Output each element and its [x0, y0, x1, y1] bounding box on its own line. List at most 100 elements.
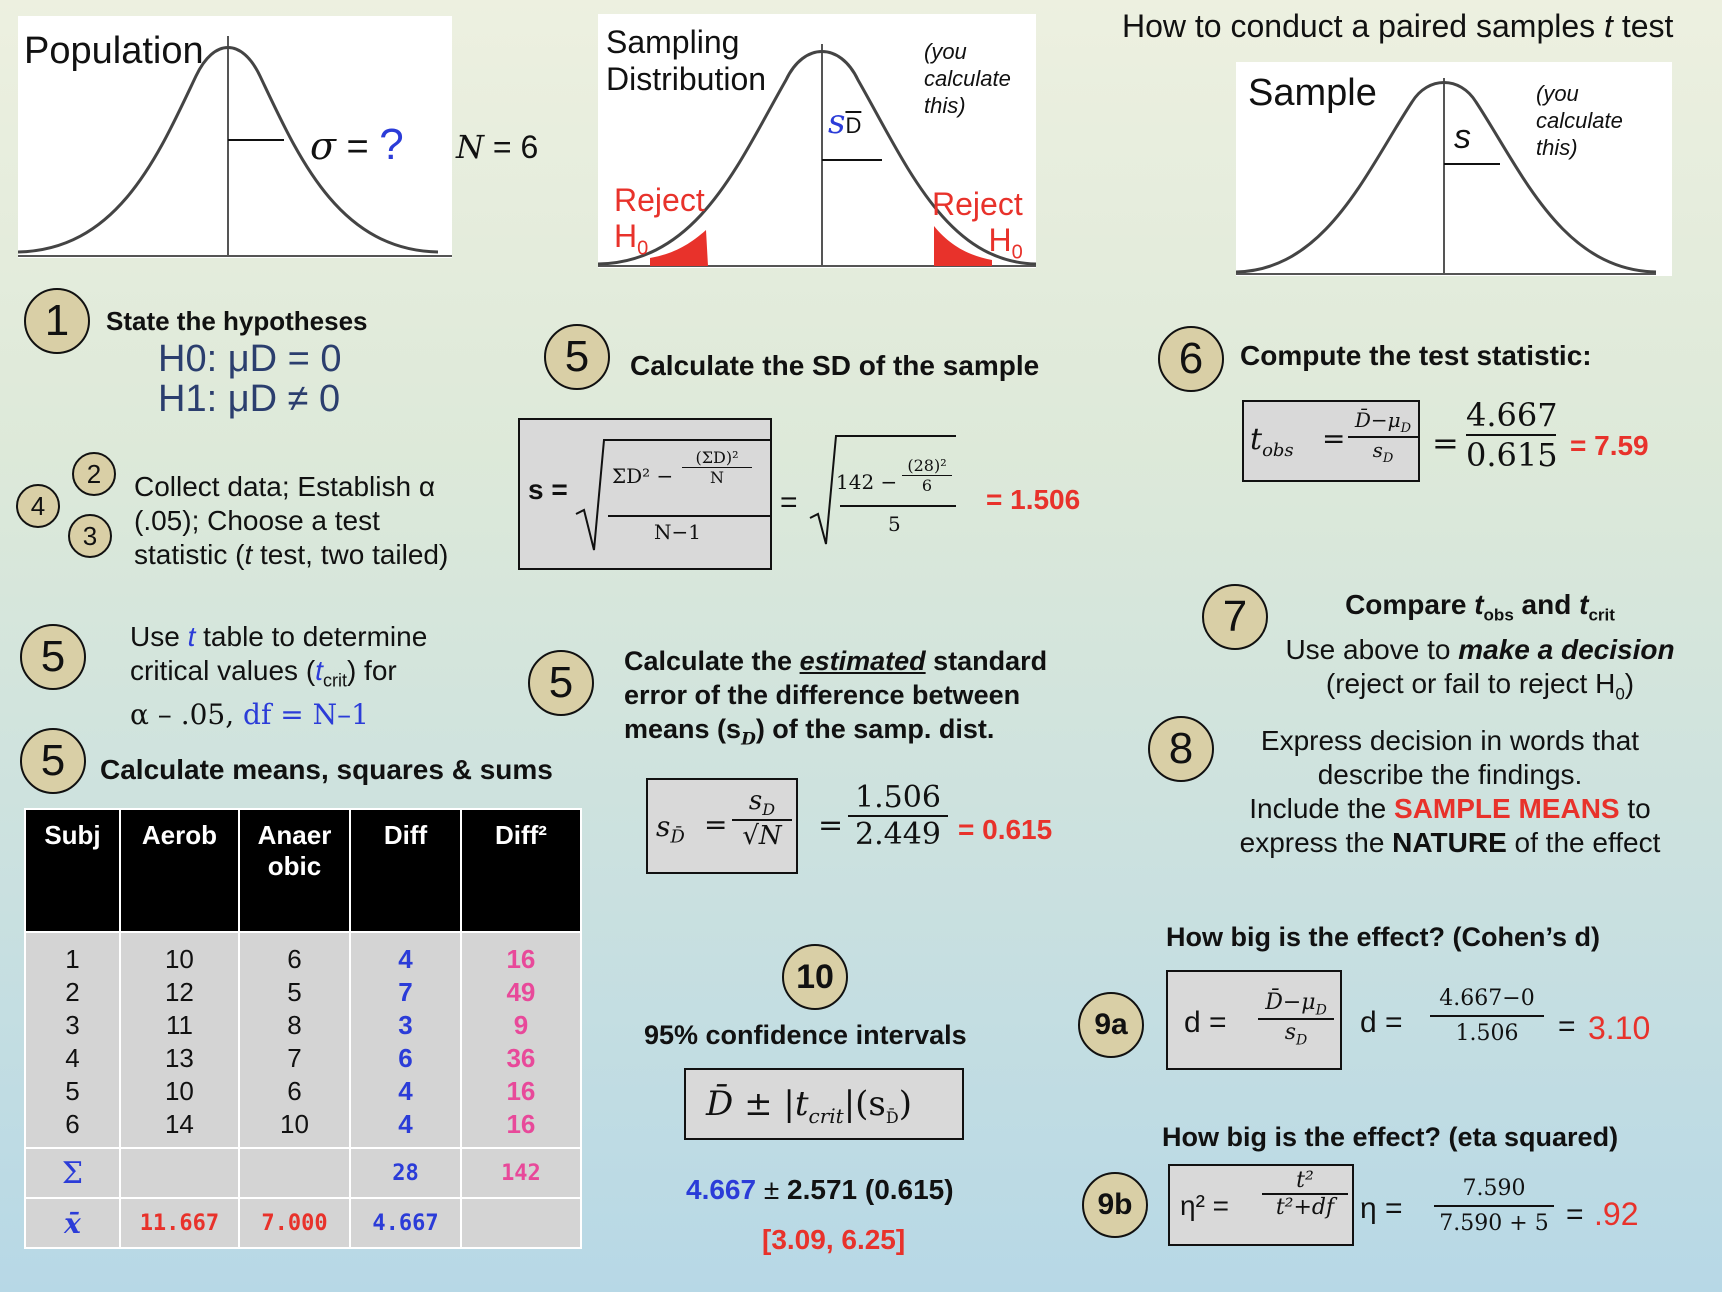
sampling-label-1: Sampling — [606, 24, 740, 60]
se-val-num: 1.506 — [848, 780, 948, 817]
t-eq: = — [1432, 424, 1459, 462]
sample-s: s — [1454, 118, 1471, 156]
mean-symbol: x̄ — [24, 1197, 121, 1249]
s7-l2em: make a decision — [1458, 633, 1675, 665]
s7-l3end: ) — [1624, 667, 1635, 699]
se-frac-num-sub: D — [762, 800, 776, 820]
step-234-line3t: t — [244, 539, 253, 570]
se-l3b: ) of the samp. dist. — [755, 714, 995, 744]
se-symbol: sD — [828, 102, 861, 142]
se-line3: means (sD) of the samp. dist. — [624, 712, 1047, 756]
step-7-badge: 7 — [1202, 584, 1268, 650]
step-5-table-line2: critical values (tcrit) for — [130, 654, 427, 698]
table-cell: 6 — [287, 944, 302, 974]
t-frac-num-sub: D — [1400, 421, 1412, 436]
table-cell: 1 — [65, 944, 80, 974]
t-frac-num: D̄−μD — [1348, 408, 1418, 438]
d-val-num: 4.667−0 — [1430, 986, 1544, 1017]
mean-empty — [459, 1197, 583, 1249]
s8-l2: describe the findings. — [1317, 759, 1583, 790]
ci-val-pm: ± — [756, 1174, 788, 1205]
step-9b-badge: 9b — [1082, 1172, 1148, 1238]
sample-note-3: this) — [1536, 135, 1578, 160]
right-reject-region — [934, 226, 992, 266]
reject-left: Reject H0 — [614, 182, 705, 266]
ci-val-mean: 4.667 — [686, 1174, 757, 1205]
reject-left-word: Reject — [614, 182, 705, 218]
step-1-badge: 1 — [24, 288, 90, 354]
step-234-line3b: test, two tailed) — [252, 539, 449, 570]
sample-note-2: calculate — [1536, 108, 1623, 133]
table-cell: 6 — [65, 1109, 80, 1139]
table-cell: 7 — [398, 977, 413, 1007]
sample-label: Sample — [1248, 72, 1377, 114]
ci-close: ) — [898, 1084, 912, 1124]
step-6-heading: Compute the test statistic: — [1240, 340, 1592, 371]
d-result: 3.10 — [1588, 1010, 1651, 1046]
d-lhs2: d = — [1360, 1006, 1403, 1039]
s8-l4: express the NATURE of the effect — [1218, 826, 1682, 860]
col-diff: Diff — [349, 808, 462, 933]
s5t-l1b: table to determine — [195, 621, 428, 652]
step-9a-badge: 9a — [1078, 992, 1144, 1058]
t-val-num: 4.667 — [1466, 396, 1558, 436]
step-9a-heading: How big is the effect? (Cohen’s d) — [1166, 922, 1601, 952]
sample-size: N = 6 — [456, 128, 538, 166]
t-frac: D̄−μD sD — [1348, 408, 1418, 466]
table-cell: 16 — [506, 944, 536, 974]
t-lhs: tobs — [1250, 422, 1294, 461]
sd-value-num: 142 − — [836, 470, 898, 494]
d-frac-num-sub: D — [1315, 1002, 1327, 1019]
table-cell: 4 — [398, 944, 413, 974]
step-5-table-badge: 5 — [20, 624, 86, 690]
table-cell: 13 — [164, 1043, 194, 1073]
step-5-table-line1: Use t table to determine — [130, 620, 427, 654]
mean-aerob: 11.667 — [118, 1197, 240, 1249]
step-5-sd-badge: 5 — [544, 324, 610, 390]
ci-t-sub: crit — [808, 1103, 844, 1128]
step-7-line1: Compare tobs and tcrit — [1270, 588, 1690, 633]
sampling-note-3: this) — [924, 93, 966, 118]
s7-s1: obs — [1483, 605, 1514, 625]
sigma-question: ? — [379, 120, 404, 169]
d-eq: = — [1558, 1010, 1576, 1043]
step-2-badge: 2 — [72, 452, 116, 496]
sample-note-1: (you — [1536, 81, 1579, 106]
table-cell: 4 — [398, 1076, 413, 1106]
se-line2: error of the difference between — [624, 680, 1021, 710]
step-5-means-badge: 5 — [20, 728, 86, 794]
col-anaerobic: Anaer obic — [237, 808, 352, 933]
se-formula-box: sD̄ = sD √N — [646, 778, 798, 874]
step-5-means-heading: Calculate means, squares & sums — [100, 754, 553, 785]
step-5-table-text: Use t table to determine critical values… — [130, 620, 427, 732]
d-frac-den: sD — [1258, 1020, 1334, 1048]
anaerobic-values: 6 5 8 7 6 10 — [237, 931, 352, 1149]
step-4-badge: 4 — [16, 484, 60, 528]
sum-diff2: 142 — [459, 1147, 583, 1199]
s8-l1: Express decision in words that — [1260, 725, 1640, 756]
d-lhs: d = — [1184, 1006, 1227, 1039]
ci-pm: ± — [733, 1084, 784, 1124]
t-result: = 7.59 — [1570, 430, 1649, 461]
se-l3a: means (s — [624, 714, 742, 744]
population-label: Population — [24, 30, 204, 72]
step-7-line3: (reject or fail to reject H0) — [1270, 667, 1690, 712]
sigma-unknown: σ = ? — [310, 120, 404, 170]
d-formula-box: d = D̄−μD sD — [1166, 970, 1342, 1070]
step-10-badge: 10 — [782, 944, 848, 1010]
s5t-l2sub: crit — [322, 670, 347, 691]
t-frac-den: sD — [1348, 438, 1418, 466]
left-reject-region — [650, 230, 708, 266]
step-234-line3a: statistic ( — [134, 539, 245, 570]
se-frac-num-s: s — [748, 786, 763, 816]
population-panel: Population σ = ? — [18, 16, 452, 258]
se-l1em: estimated — [799, 646, 926, 676]
col-aerob: Aerob — [118, 808, 240, 933]
sum-diff: 28 — [349, 1147, 462, 1199]
col-anaerobic-text: Anaer obic — [257, 820, 332, 881]
step-7-line2: Use above to make a decision — [1270, 633, 1690, 667]
d-frac-num-text: D̄−μ — [1265, 990, 1316, 1015]
sum-symbol: Σ — [24, 1147, 121, 1199]
